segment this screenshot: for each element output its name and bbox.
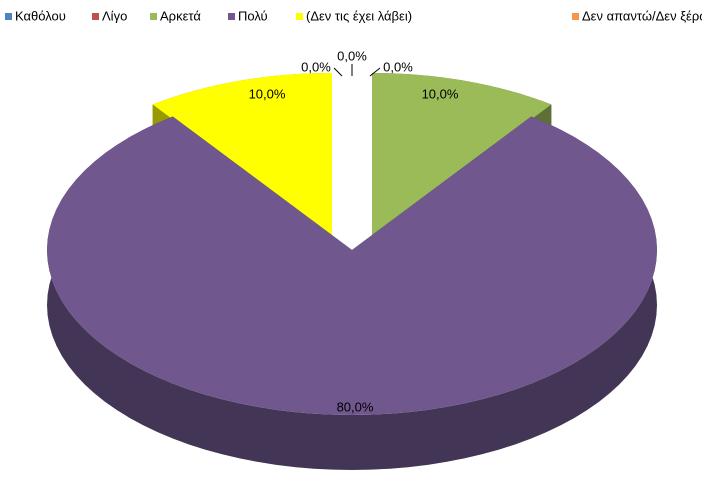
legend-label: Λίγο [102,8,127,23]
legend-marker [5,13,12,20]
legend-label: Καθόλου [15,8,66,23]
data-label: 10,0% [249,86,286,101]
data-label: 0,0% [383,59,413,74]
legend-marker [572,13,579,20]
slice-top [47,116,657,415]
leader-line [369,67,381,77]
pie-slice [47,116,657,470]
legend-label: (Δεν τις έχει λάβει) [306,8,412,23]
legend-marker [228,13,235,20]
data-label: 10,0% [422,86,459,101]
legend-marker [150,13,157,20]
legend-marker [296,13,303,20]
legend-label: Πολύ [238,8,268,23]
legend-label: Αρκετά [160,8,201,23]
data-label: 0,0% [301,59,331,74]
data-label: 0,0% [337,48,367,63]
data-label: 80,0% [337,399,374,414]
slice-top [152,73,332,238]
legend-marker [92,13,99,20]
legend-label: Δεν απαντώ/Δεν ξέρω [582,8,702,23]
leader-line [333,67,343,77]
slice-top [372,73,552,238]
